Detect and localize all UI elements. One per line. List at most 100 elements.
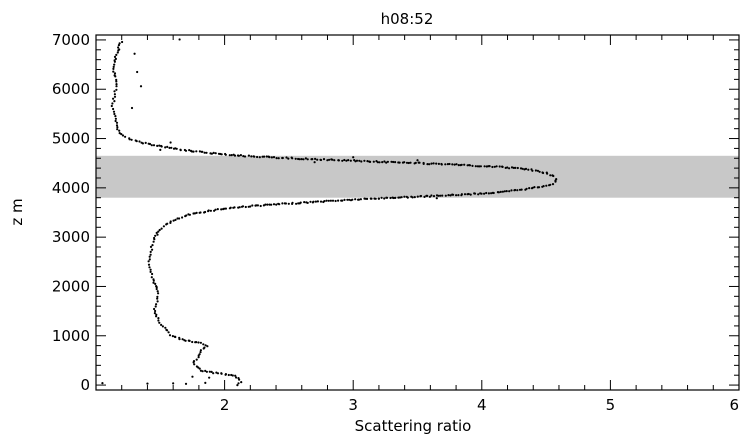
data-point	[114, 115, 117, 118]
data-point	[446, 163, 449, 166]
data-point	[121, 134, 125, 137]
data-point	[156, 290, 159, 293]
data-point	[416, 195, 419, 198]
data-point	[514, 166, 517, 169]
data-point	[449, 194, 452, 197]
data-point	[128, 137, 131, 140]
data-point	[251, 204, 254, 207]
data-point	[203, 346, 206, 349]
data-point	[185, 214, 188, 217]
data-point	[112, 70, 115, 73]
data-point	[166, 145, 169, 148]
data-point	[345, 159, 348, 162]
data-point	[250, 155, 253, 158]
data-point	[275, 157, 278, 160]
data-point	[385, 161, 388, 164]
data-point	[120, 133, 123, 136]
data-point	[191, 340, 194, 344]
data-point	[497, 191, 500, 194]
data-point	[476, 165, 479, 168]
data-point	[295, 202, 298, 205]
x-tick-label: 4	[477, 396, 487, 414]
data-point	[514, 188, 517, 192]
data-point	[334, 199, 337, 203]
data-point	[168, 334, 172, 337]
data-point	[319, 158, 322, 161]
data-point	[505, 190, 508, 193]
data-point	[281, 202, 284, 205]
data-point	[372, 160, 375, 163]
data-point	[239, 154, 242, 157]
data-point	[265, 155, 268, 158]
data-point	[397, 161, 400, 164]
data-point	[138, 140, 141, 143]
data-point	[204, 369, 207, 372]
y-axis-title: z m	[8, 198, 26, 225]
x-tick-label: 5	[606, 396, 616, 414]
data-point	[148, 258, 151, 261]
data-point	[117, 44, 120, 47]
y-axis: 0 1000 2000 3000 4000 5000 6000 7000	[52, 31, 739, 394]
data-point	[440, 162, 443, 166]
data-point	[287, 202, 290, 205]
data-point	[551, 174, 554, 177]
data-point	[157, 292, 160, 295]
data-point	[528, 187, 531, 190]
data-point	[166, 222, 169, 225]
data-point	[437, 162, 440, 165]
data-point	[278, 203, 281, 206]
x-tick-label: 2	[220, 396, 230, 414]
data-point	[149, 250, 152, 253]
data-point	[156, 297, 159, 300]
data-point	[541, 171, 544, 174]
data-point	[390, 160, 393, 163]
data-point	[216, 208, 219, 211]
data-point	[112, 67, 115, 70]
data-point	[463, 193, 467, 196]
data-point	[118, 129, 121, 132]
data-point	[233, 206, 236, 209]
data-point	[195, 150, 198, 153]
data-point	[227, 373, 230, 377]
data-point	[483, 192, 486, 195]
data-point	[451, 163, 454, 166]
data-point	[299, 201, 302, 204]
data-point	[113, 112, 116, 116]
data-point	[530, 168, 533, 171]
data-point	[112, 110, 116, 113]
x-tick-label: 3	[348, 396, 358, 414]
data-point	[316, 200, 319, 203]
data-point	[518, 188, 522, 191]
data-point	[519, 167, 523, 170]
data-point	[426, 194, 429, 197]
data-point	[549, 183, 552, 186]
data-point	[178, 336, 181, 339]
data-point	[479, 165, 482, 168]
data-point	[220, 372, 223, 375]
data-point	[201, 370, 204, 373]
data-point	[377, 197, 381, 200]
data-point	[194, 341, 197, 344]
data-point	[285, 156, 288, 159]
data-point	[501, 190, 504, 193]
data-point	[115, 88, 118, 91]
data-point	[281, 156, 284, 160]
y-tick-label: 4000	[52, 179, 90, 197]
data-point	[169, 141, 172, 144]
data-point	[235, 376, 238, 379]
chart-title: h08:52	[381, 10, 434, 28]
data-point	[237, 377, 240, 380]
data-point	[149, 268, 152, 271]
data-point	[176, 217, 179, 220]
data-point	[209, 209, 212, 212]
data-point	[270, 203, 273, 206]
data-point	[545, 184, 548, 187]
data-point	[118, 132, 121, 135]
data-point	[352, 156, 355, 159]
data-point	[401, 161, 405, 164]
data-point	[378, 161, 381, 164]
data-point	[501, 165, 504, 168]
data-point	[114, 117, 117, 120]
data-point	[156, 295, 159, 298]
